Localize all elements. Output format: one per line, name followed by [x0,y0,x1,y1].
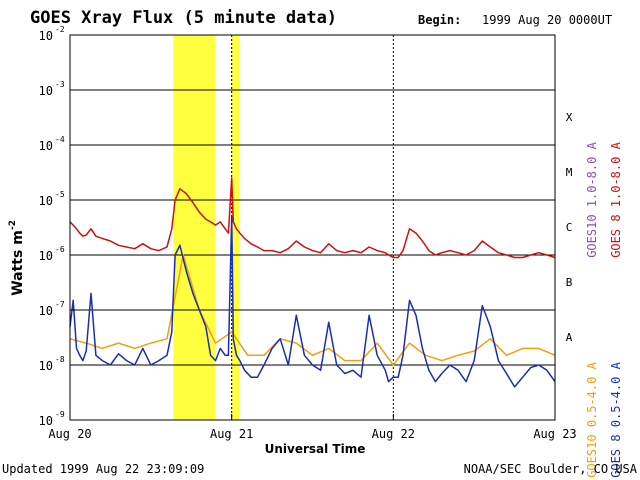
legend-entry-1: GOES 8 1.0-8.0 A [609,141,623,257]
y-tick-label-3: 10 [39,249,53,263]
series-line-2 [69,177,556,259]
begin-label: Begin: [418,13,461,27]
y-tick-exp-0: -9 [55,410,65,419]
legend-entry-3: GOES 8 0.5-4.0 A [609,361,623,477]
y-tick-exp-6: -3 [55,80,65,89]
y-tick-exp-1: -8 [55,355,65,364]
flare-class-b: B [566,276,573,289]
footer-credit: NOAA/SEC Boulder, CO USA [464,462,638,476]
plot-frame [69,34,556,421]
x-tick-label-2: Aug 22 [372,427,415,441]
y-tick-label-6: 10 [39,84,53,98]
begin-value: 1999 Aug 20 0000UT [482,13,612,27]
y-tick-label-2: 10 [39,304,53,318]
y-tick-exp-5: -4 [55,135,65,144]
y-axis-ticks: 10-910-810-710-610-510-410-310-2 [39,25,555,428]
highlight-bands [173,35,240,420]
gridlines [70,35,555,420]
flare-class-x: X [566,111,573,124]
series-line-1 [69,215,556,388]
y-tick-exp-4: -5 [55,190,65,199]
legend: GOES10 1.0-8.0 A GOES 8 1.0-8.0 A GOES10 0… [585,141,623,477]
y-tick-label-0: 10 [39,414,53,428]
y-tick-exp-7: -2 [55,25,65,34]
y-axis-label-group: Watts m -2 [8,220,26,296]
chart-title: GOES Xray Flux (5 minute data) [30,8,337,28]
flare-class-c: C [566,221,573,234]
highlight-band-0 [173,35,216,420]
flare-class-labels: A B C M X [566,111,573,344]
series-lines [69,177,556,388]
y-axis-label: Watts m [10,230,26,296]
flare-class-a: A [566,331,573,344]
y-tick-label-1: 10 [39,359,53,373]
x-tick-label-0: Aug 20 [48,427,91,441]
legend-entry-0: GOES10 1.0-8.0 A [585,141,599,257]
legend-entry-2: GOES10 0.5-4.0 A [585,361,599,477]
series-line-0 [69,254,556,366]
x-axis-ticks: Aug 20 Aug 21 Aug 22 Aug 23 [48,414,577,441]
y-axis-label-exponent: -2 [8,220,18,230]
flare-class-m: M [566,166,573,179]
y-tick-exp-3: -6 [55,245,65,254]
y-tick-label-4: 10 [39,194,53,208]
x-axis-label: Universal Time [265,442,366,456]
x-tick-label-3: Aug 23 [533,427,576,441]
x-tick-label-1: Aug 21 [210,427,253,441]
footer-updated: Updated 1999 Aug 22 23:09:09 [2,462,204,476]
y-tick-label-5: 10 [39,139,53,153]
y-tick-exp-2: -7 [55,300,65,309]
y-tick-label-7: 10 [39,29,53,43]
